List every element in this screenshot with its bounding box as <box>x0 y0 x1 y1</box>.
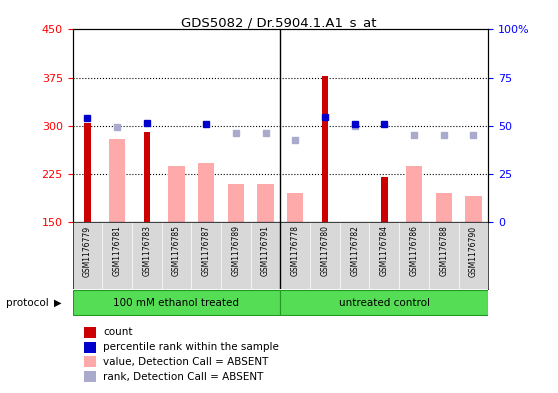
Bar <box>84 123 90 222</box>
Text: ▶: ▶ <box>54 298 61 308</box>
Bar <box>198 163 214 222</box>
Bar <box>465 196 482 222</box>
Bar <box>287 193 304 222</box>
Text: GSM1176784: GSM1176784 <box>380 225 389 276</box>
Text: GSM1176785: GSM1176785 <box>172 225 181 276</box>
Text: count: count <box>103 327 133 337</box>
Text: 100 mM ethanol treated: 100 mM ethanol treated <box>113 298 239 308</box>
Bar <box>381 177 388 222</box>
Text: value, Detection Call = ABSENT: value, Detection Call = ABSENT <box>103 357 268 367</box>
Text: GSM1176787: GSM1176787 <box>201 225 211 276</box>
Text: GSM1176790: GSM1176790 <box>469 225 478 277</box>
Text: GSM1176780: GSM1176780 <box>320 225 329 276</box>
Text: GSM1176778: GSM1176778 <box>291 225 300 276</box>
Text: GSM1176789: GSM1176789 <box>232 225 240 276</box>
Bar <box>280 290 488 315</box>
Text: GDS5082 / Dr.5904.1.A1_s_at: GDS5082 / Dr.5904.1.A1_s_at <box>181 16 377 29</box>
Bar <box>321 76 328 222</box>
Text: protocol: protocol <box>6 298 49 308</box>
Text: GSM1176779: GSM1176779 <box>83 225 92 277</box>
Text: GSM1176786: GSM1176786 <box>410 225 418 276</box>
Bar <box>109 139 125 222</box>
Bar <box>143 132 150 222</box>
Bar <box>169 165 185 222</box>
Text: GSM1176783: GSM1176783 <box>142 225 151 276</box>
Bar <box>228 184 244 222</box>
Text: GSM1176782: GSM1176782 <box>350 225 359 276</box>
Bar <box>406 165 422 222</box>
Text: GSM1176788: GSM1176788 <box>439 225 448 276</box>
Bar <box>73 290 280 315</box>
Text: rank, Detection Call = ABSENT: rank, Detection Call = ABSENT <box>103 372 263 382</box>
Bar <box>436 193 452 222</box>
Text: percentile rank within the sample: percentile rank within the sample <box>103 342 279 352</box>
Text: GSM1176781: GSM1176781 <box>113 225 122 276</box>
Text: GSM1176791: GSM1176791 <box>261 225 270 276</box>
Bar <box>257 184 274 222</box>
Text: untreated control: untreated control <box>339 298 430 308</box>
